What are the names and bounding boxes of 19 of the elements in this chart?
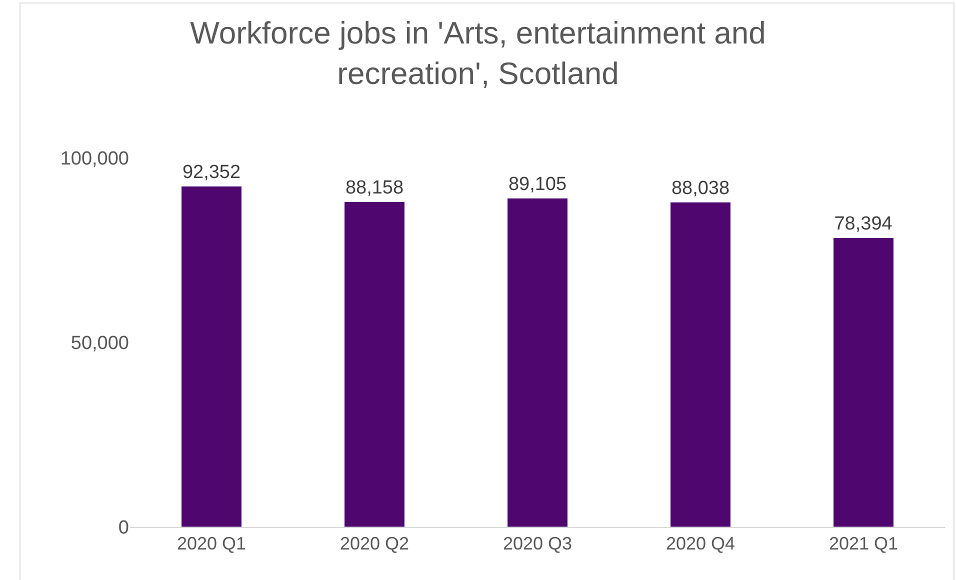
bar xyxy=(344,201,405,527)
y-tick-label: 0 xyxy=(118,518,129,539)
data-label: 92,352 xyxy=(182,162,241,184)
x-tick-label: 2020 Q1 xyxy=(176,534,246,554)
bar xyxy=(507,198,568,527)
chart-title: Workforce jobs in 'Arts, entertainment and recreation', Scotland xyxy=(190,16,766,91)
bar xyxy=(670,202,731,527)
y-tick-label: 100,000 xyxy=(60,148,129,170)
data-label: 78,394 xyxy=(834,214,893,235)
x-tick-label: 2020 Q3 xyxy=(502,534,572,554)
bar xyxy=(181,186,242,527)
x-tick-label: 2020 Q2 xyxy=(340,534,410,554)
bar xyxy=(833,237,894,527)
x-tick-label: 2021 Q1 xyxy=(828,534,898,554)
y-tick-label: 50,000 xyxy=(70,333,129,354)
data-label: 88,038 xyxy=(671,178,730,200)
x-tick-label: 2020 Q4 xyxy=(666,534,736,554)
data-label: 89,105 xyxy=(508,174,567,196)
data-label: 88,158 xyxy=(345,178,404,199)
